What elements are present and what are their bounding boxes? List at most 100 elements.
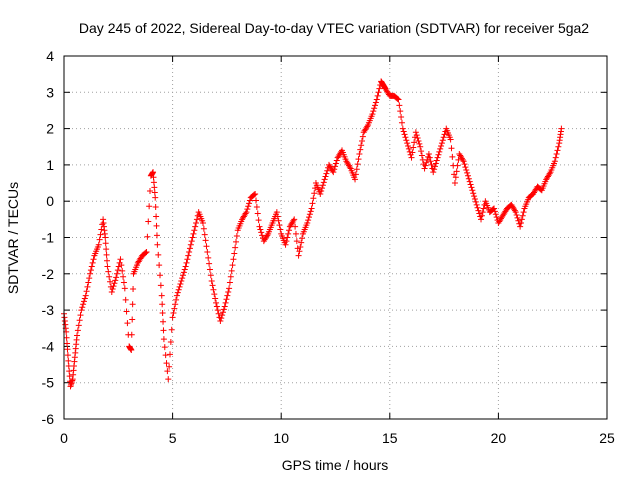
data-point [259, 232, 266, 239]
data-point [307, 208, 314, 215]
data-point [286, 227, 293, 234]
data-point [558, 125, 565, 132]
data-point [112, 277, 119, 284]
data-point [352, 171, 359, 178]
data-point [518, 216, 525, 223]
data-point [209, 282, 216, 289]
data-point [79, 304, 86, 311]
data-point [321, 176, 328, 183]
data-point [161, 344, 168, 351]
data-point [77, 312, 84, 319]
data-point [253, 204, 260, 211]
data-point [150, 179, 157, 186]
data-point [95, 241, 102, 248]
data-point [115, 263, 122, 270]
data-point [159, 301, 166, 308]
data-point [172, 301, 179, 308]
data-point [553, 151, 560, 158]
data-point [375, 89, 382, 96]
data-point [372, 99, 379, 106]
data-point [143, 249, 150, 256]
data-point [519, 212, 526, 219]
data-point [418, 148, 425, 155]
data-point [150, 174, 157, 181]
data-point [171, 305, 178, 312]
data-point [210, 286, 217, 293]
data-point [176, 283, 183, 290]
data-point [121, 285, 128, 292]
y-tick-label: 3 [46, 84, 54, 100]
data-point [128, 331, 135, 338]
data-point [219, 312, 226, 319]
data-point [89, 259, 96, 266]
data-point [421, 165, 428, 172]
data-point [422, 162, 429, 169]
data-point [222, 299, 229, 306]
data-point [449, 153, 456, 160]
data-point [160, 327, 167, 334]
data-point [447, 136, 454, 143]
data-point [454, 162, 461, 169]
data-point [426, 154, 433, 161]
data-point [430, 169, 437, 176]
data-point [491, 208, 498, 215]
data-point [87, 267, 94, 274]
y-tick-label: -1 [42, 230, 55, 246]
data-point [438, 140, 445, 147]
data-point [160, 318, 167, 325]
data-point [275, 217, 282, 224]
data-point [520, 209, 527, 216]
data-point [514, 214, 521, 221]
data-point [215, 310, 222, 317]
data-point [190, 230, 197, 237]
data-point [226, 285, 233, 292]
data-point [98, 226, 105, 233]
data-point [274, 213, 281, 220]
data-point [284, 234, 291, 241]
data-point [114, 267, 121, 274]
data-point [188, 238, 195, 245]
data-point [273, 209, 280, 216]
data-point [226, 279, 233, 286]
data-point [478, 216, 485, 223]
data-point [425, 151, 432, 158]
data-point [299, 235, 306, 242]
data-point [218, 315, 225, 322]
data-point [306, 211, 313, 218]
data-point [110, 283, 117, 290]
data-point [179, 275, 186, 282]
data-point [374, 92, 381, 99]
y-tick-label: -2 [42, 266, 55, 282]
data-point [103, 251, 110, 258]
data-point [104, 263, 111, 270]
data-point [546, 170, 553, 177]
data-point [228, 267, 235, 274]
data-point [152, 204, 159, 211]
data-point [397, 108, 404, 115]
data-point [157, 272, 164, 279]
data-point [399, 125, 406, 132]
data-point [129, 316, 136, 323]
y-tick-label: -3 [42, 302, 55, 318]
data-point [153, 232, 160, 239]
grid [64, 56, 607, 419]
data-point [357, 146, 364, 153]
data-point [178, 278, 185, 285]
data-point [255, 217, 262, 224]
data-point [83, 288, 90, 295]
data-point [229, 262, 236, 269]
x-tick-label: 10 [273, 430, 289, 446]
data-point [305, 217, 312, 224]
data-point [219, 309, 226, 316]
data-point [203, 243, 210, 250]
data-point [468, 184, 475, 191]
data-point [290, 217, 297, 224]
data-point [410, 144, 417, 151]
data-point [192, 223, 199, 230]
x-tick-label: 15 [382, 430, 398, 446]
data-point [120, 273, 127, 280]
x-tick-label: 0 [60, 430, 68, 446]
data-point [364, 123, 371, 130]
data-point [493, 214, 500, 221]
data-point [435, 151, 442, 158]
